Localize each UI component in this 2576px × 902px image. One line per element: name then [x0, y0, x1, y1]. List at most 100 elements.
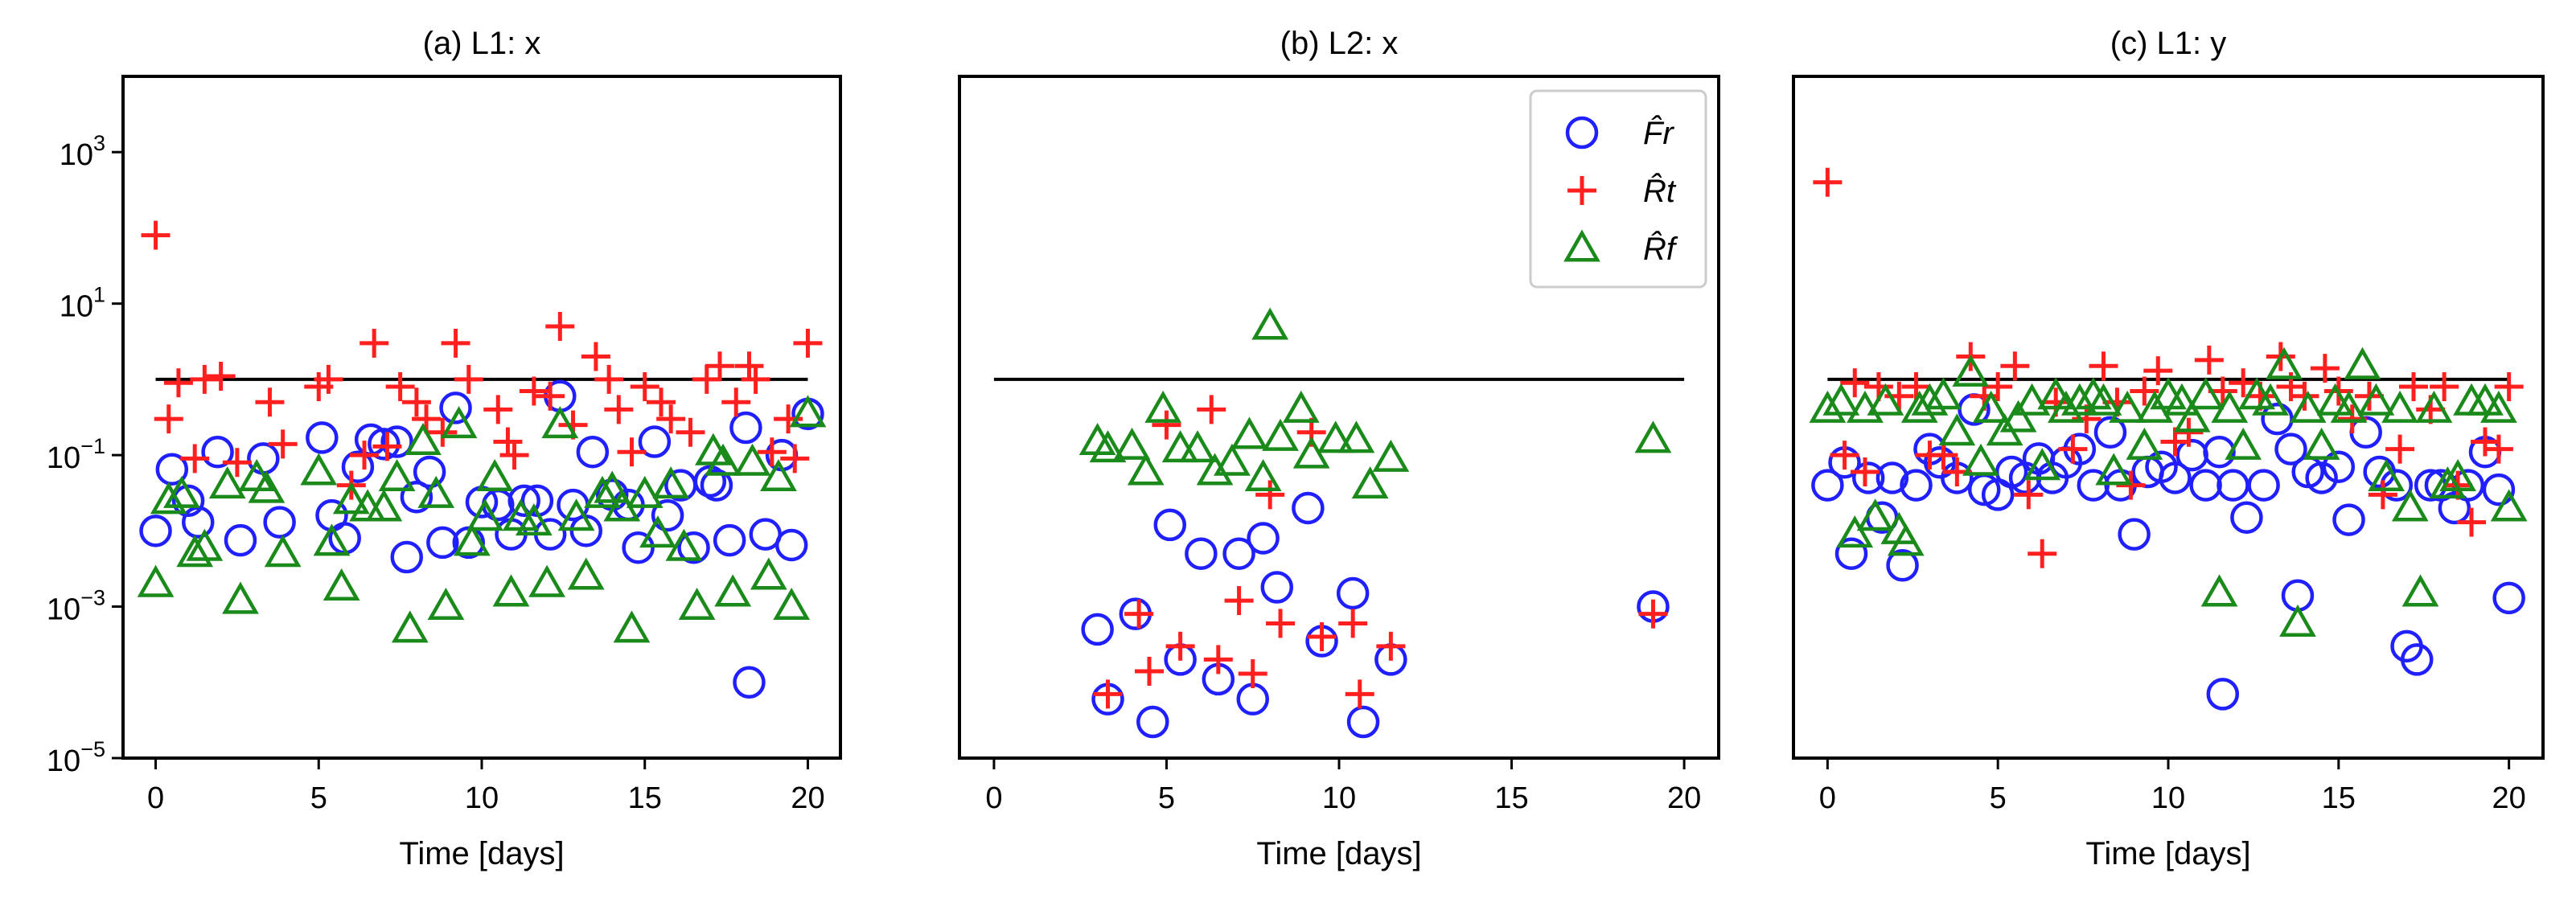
- marker-Rf: [2357, 383, 2395, 416]
- marker-Rt: [255, 387, 285, 417]
- marker-Rt: [2430, 372, 2459, 402]
- marker-Rf: [2023, 448, 2061, 481]
- marker-Rf: [1230, 416, 1268, 449]
- marker-Rf: [466, 498, 503, 531]
- marker-Rt: [536, 381, 565, 411]
- x-tick-label: 20: [791, 781, 824, 815]
- marker-Rf: [1372, 439, 1410, 472]
- marker-Fr: [400, 480, 433, 514]
- x-axis-label: Time [days]: [2085, 836, 2250, 871]
- marker-Rf: [365, 489, 403, 522]
- marker-Rf: [2289, 390, 2327, 423]
- marker-Rt: [2116, 470, 2146, 500]
- marker-Fr: [139, 515, 172, 547]
- marker-Rf: [1113, 427, 1151, 460]
- marker-Fr: [2274, 433, 2307, 465]
- marker-Rf: [427, 588, 465, 621]
- marker-Rf: [2415, 390, 2453, 423]
- marker-Fr: [413, 455, 446, 489]
- marker-Rt: [630, 372, 659, 402]
- marker-Rf: [2480, 390, 2517, 423]
- marker-Rt: [1224, 586, 1254, 616]
- marker-Fr: [622, 531, 655, 564]
- marker-Fr: [263, 506, 296, 539]
- x-tick-label: 10: [465, 781, 499, 815]
- marker-Fr: [1153, 508, 1186, 542]
- marker-Rt: [163, 368, 193, 398]
- marker-Rf: [1856, 498, 1894, 531]
- marker-Rf: [323, 568, 360, 601]
- marker-Fr: [677, 531, 710, 564]
- marker-Rt: [1830, 441, 1859, 470]
- x-tick-label: 15: [2322, 781, 2356, 815]
- marker-Rf: [2225, 427, 2262, 460]
- marker-Fr: [2305, 461, 2338, 494]
- x-tick-label: 5: [1158, 781, 1175, 815]
- marker-Rf: [2381, 390, 2418, 423]
- marker-Rt: [2368, 480, 2397, 510]
- x-tick-label: 10: [2151, 781, 2185, 815]
- panel-3: (c) L1: y Time [days] 0 5 10 15 20: [1792, 26, 2545, 871]
- y-tick-exponent: 1: [93, 283, 105, 307]
- marker-Rf: [1144, 390, 1182, 423]
- marker-Rf: [405, 422, 442, 456]
- y-tick-label: 10−1: [47, 434, 105, 475]
- marker-Rt: [1813, 167, 1843, 197]
- marker-Rt: [222, 448, 252, 478]
- panel-title: (c) L1: y: [2110, 26, 2226, 61]
- marker-Rf: [2391, 489, 2429, 522]
- marker-Rf: [1089, 430, 1127, 463]
- marker-Rf: [639, 515, 676, 548]
- marker-Fr: [507, 484, 540, 518]
- marker-Rt: [2014, 480, 2044, 510]
- marker-Rf: [2095, 453, 2133, 486]
- marker-Rf: [2401, 574, 2439, 607]
- marker-Rf: [2109, 390, 2147, 423]
- marker-Fr: [1260, 571, 1294, 604]
- marker-Rt: [454, 364, 483, 394]
- marker-Rt: [1307, 622, 1337, 652]
- marker-Rt: [2058, 434, 2088, 464]
- marker-Rf: [1179, 430, 1216, 463]
- marker-Fr: [2401, 643, 2434, 676]
- marker-Rf: [557, 498, 595, 531]
- marker-Fr: [1876, 461, 1909, 494]
- marker-Rt: [385, 372, 415, 402]
- marker-Fr: [2247, 469, 2280, 502]
- marker-Rt: [2194, 345, 2224, 375]
- marker-Rf: [1351, 466, 1389, 499]
- marker-Rt: [1376, 631, 1406, 661]
- marker-Rf: [1292, 436, 1330, 469]
- marker-Rf: [2200, 574, 2238, 607]
- y-tick-exponent: −5: [80, 737, 105, 761]
- marker-Fr: [368, 428, 401, 461]
- plot-frame: [121, 75, 842, 760]
- marker-Rf: [1282, 390, 1320, 423]
- marker-Rf: [705, 443, 742, 476]
- marker-Rt: [1152, 410, 1181, 440]
- marker-Fr: [638, 425, 672, 458]
- marker-Rf: [515, 503, 553, 536]
- marker-Fr: [651, 498, 684, 532]
- marker-Rf: [378, 458, 416, 491]
- marker-Rt: [705, 351, 734, 381]
- marker-Fr: [426, 526, 459, 560]
- marker-Rf: [2439, 458, 2476, 491]
- y-tick-base: 10: [60, 290, 93, 324]
- y-tick-base: 10: [47, 441, 80, 475]
- marker-Fr: [1236, 683, 1269, 715]
- marker-Rt: [2089, 351, 2118, 381]
- panel-title: (b) L2: x: [1280, 26, 1399, 61]
- marker-Fr: [341, 450, 375, 483]
- marker-Fr: [1346, 705, 1380, 739]
- x-tick-label: 0: [1819, 781, 1836, 815]
- marker-Rt: [676, 417, 705, 447]
- marker-Rf: [789, 395, 827, 428]
- marker-Rf: [1809, 390, 1847, 423]
- marker-Rt: [2143, 356, 2173, 386]
- marker-Rf: [1972, 390, 2010, 423]
- marker-Fr: [1834, 537, 1868, 570]
- marker-Rf: [2060, 383, 2098, 416]
- marker-Rt: [2494, 372, 2524, 402]
- marker-Rt: [350, 441, 380, 470]
